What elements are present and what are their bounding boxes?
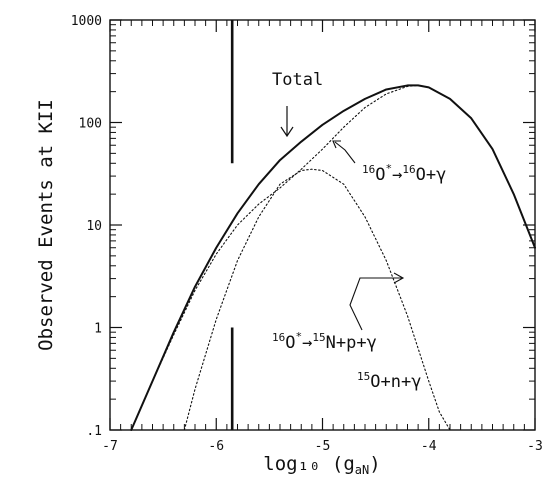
arrow-gamma-reaction-shaft xyxy=(334,141,356,164)
y-tick-label: 100 xyxy=(79,117,102,132)
annotation-nucleon-line2-sup1: 15 xyxy=(357,370,370,383)
x-tick-label: -4 xyxy=(421,439,437,454)
annotation-nucleon-line2-products: O+n+γ xyxy=(370,372,421,392)
arrow-gamma-reaction xyxy=(332,140,356,164)
y-tick-label: 10 xyxy=(86,219,102,234)
annotation-gamma-reaction-sup1: 16 xyxy=(362,163,375,176)
arrow-total xyxy=(280,106,294,138)
annotation-nucleon-line1-star: * xyxy=(296,330,303,343)
annotation-nucleon-line1-sup1: 16 xyxy=(272,331,285,344)
annotation-nucleon-line1-sup2: 15 xyxy=(312,331,325,344)
x-tick-label: -6 xyxy=(208,439,224,454)
annotation-nucleon-line1-nucleus1: O xyxy=(285,333,295,353)
x-axis-title-close: ) xyxy=(369,453,380,475)
arrow-gamma-reaction-head xyxy=(332,140,341,149)
annotation-gamma-reaction: 16O*→16O+γ xyxy=(362,162,446,185)
annotation-total: Total xyxy=(272,70,323,90)
annotation-nucleon-line1-products: N+p+γ xyxy=(326,333,377,353)
x-axis-title: log₁₀ (gaN) xyxy=(263,453,380,477)
x-tick-label: -5 xyxy=(315,439,331,454)
x-tick-labels: -7 -6 -5 -4 -3 xyxy=(102,439,543,454)
arrow-nucleon-reaction-shaft xyxy=(349,277,402,331)
arrow-nucleon-reaction-head xyxy=(393,272,405,284)
arrow-nucleon-reaction xyxy=(349,272,405,331)
y-tick-label: 1 xyxy=(94,322,102,337)
major-ticks xyxy=(109,19,536,431)
annotation-gamma-reaction-products: O+γ xyxy=(416,165,447,185)
annotation-nucleon-reaction-line1: 16O*→15N+p+γ xyxy=(272,330,377,353)
x-tick-label: -3 xyxy=(527,439,543,454)
x-tick-label: -7 xyxy=(102,439,118,454)
y-axis-title: Observed Events at KII xyxy=(35,99,57,351)
x-axis-title-sub: aN xyxy=(355,463,369,477)
annotation-gamma-reaction-nucleus1: O xyxy=(375,165,385,185)
plot-area: .1 1 10 100 1000 -7 -6 -5 -4 -3 xyxy=(71,14,543,454)
minor-ticks xyxy=(110,20,535,430)
series-line-1 xyxy=(130,84,536,431)
annotation-nucleon-reaction-line2: 15O+n+γ xyxy=(357,370,421,392)
y-tick-label: .1 xyxy=(86,424,102,439)
annotation-nucleon-line1-arrow: → xyxy=(302,333,312,353)
y-tick-label: 1000 xyxy=(71,14,102,29)
arrow-total-head xyxy=(280,126,294,138)
series-layer xyxy=(130,84,536,431)
annotation-gamma-reaction-sup2: 16 xyxy=(402,163,415,176)
x-axis-title-main: log₁₀ (g xyxy=(263,453,355,475)
annotation-gamma-reaction-arrow: → xyxy=(392,165,402,185)
annotation-gamma-reaction-star: * xyxy=(386,162,393,175)
series-line-2 xyxy=(130,84,536,431)
y-tick-labels: .1 1 10 100 1000 xyxy=(71,14,102,439)
